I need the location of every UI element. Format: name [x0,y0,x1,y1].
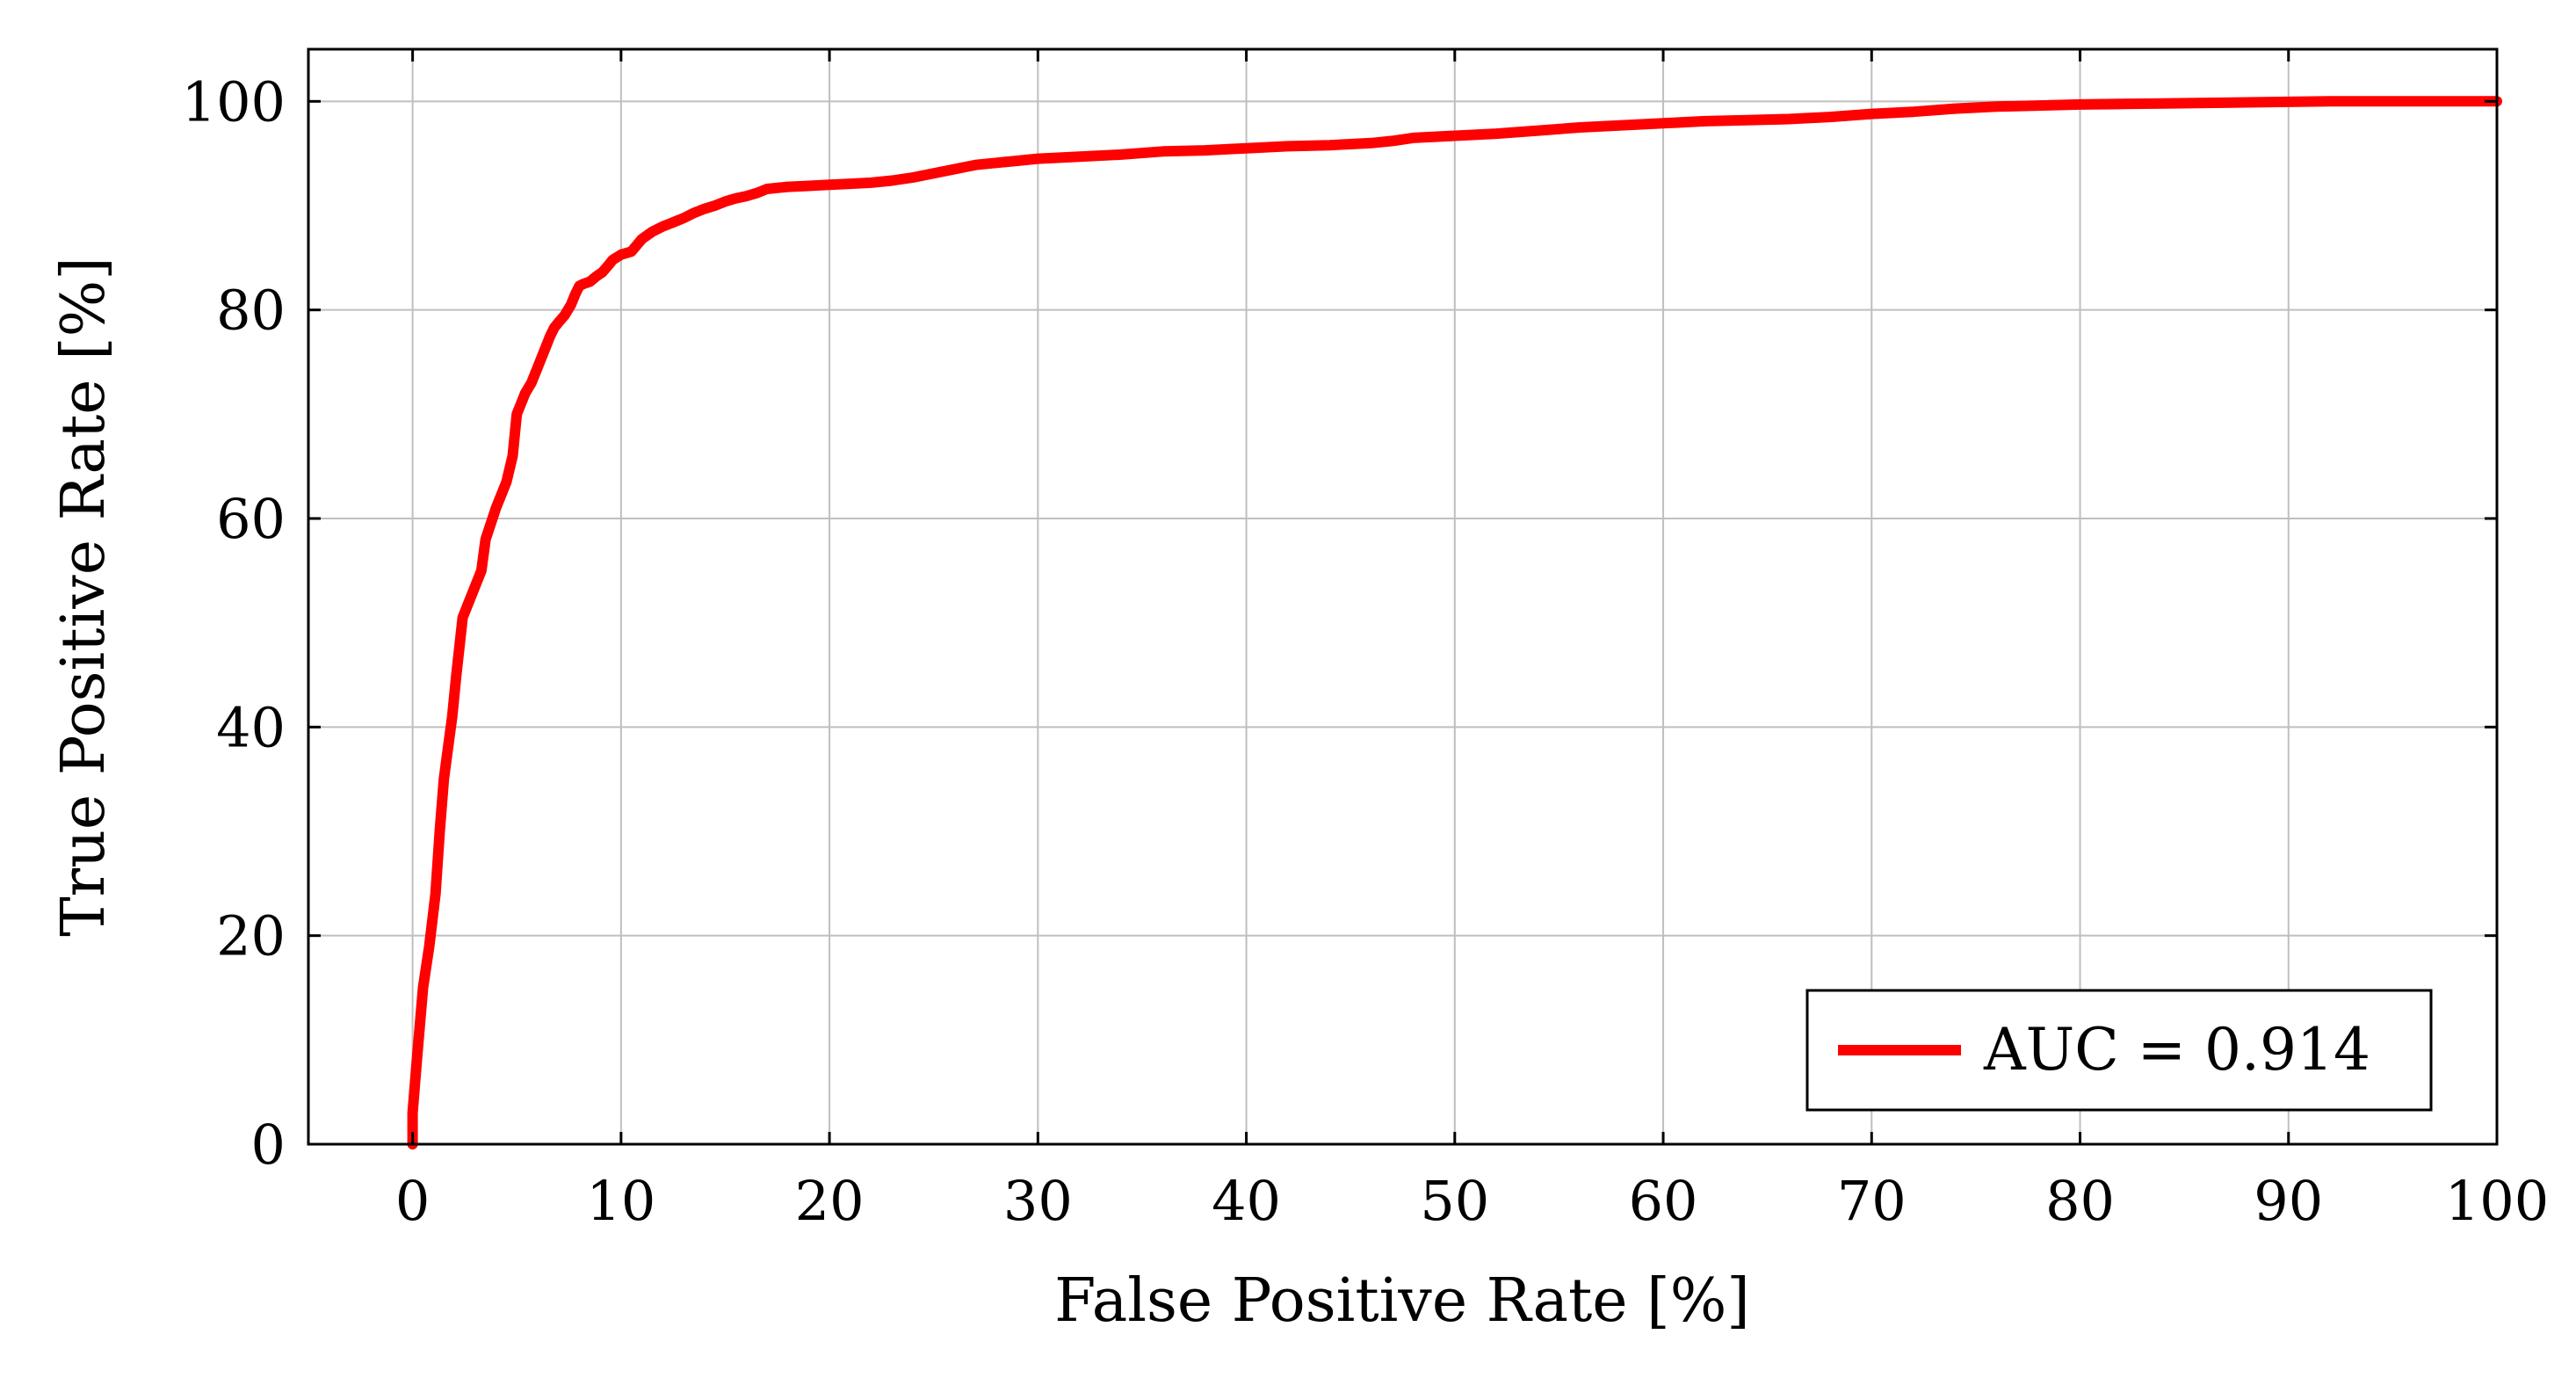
y-tick-label: 20 [216,904,286,968]
legend: AUC = 0.914 [1805,989,2433,1112]
x-tick-label: 80 [2045,1169,2115,1233]
roc-curve-line [407,96,2502,1149]
y-tick-label: 60 [216,487,286,551]
x-tick-label: 10 [586,1169,655,1233]
y-axis-title: True Positive Rate [%] [49,257,119,937]
y-tick-label: 100 [182,69,286,134]
x-tick-label: 20 [795,1169,865,1233]
plot-frame [307,47,2499,1146]
grid-lines [308,49,2497,1144]
x-tick-label: 70 [1837,1169,1907,1233]
x-tick-label: 50 [1420,1169,1489,1233]
y-tick-label: 80 [216,279,286,343]
x-tick-label: 40 [1212,1169,1281,1233]
x-tick-label: 90 [2254,1169,2323,1233]
x-tick-label: 30 [1003,1169,1073,1233]
x-tick-label: 100 [2445,1169,2549,1233]
series-layer [407,96,2502,1149]
axis-ticks: 0 10 20 30 40 50 60 70 80 90 100 0 20 40 60 80 100 [182,49,2549,1233]
legend-label: AUC = 0.914 [1983,1016,2370,1084]
x-tick-label: 0 [395,1169,430,1233]
x-axis-title: False Positive Rate [%] [1054,1266,1750,1336]
x-tick-label: 60 [1629,1169,1698,1233]
y-tick-label: 40 [216,695,286,759]
y-tick-label: 0 [251,1113,286,1177]
